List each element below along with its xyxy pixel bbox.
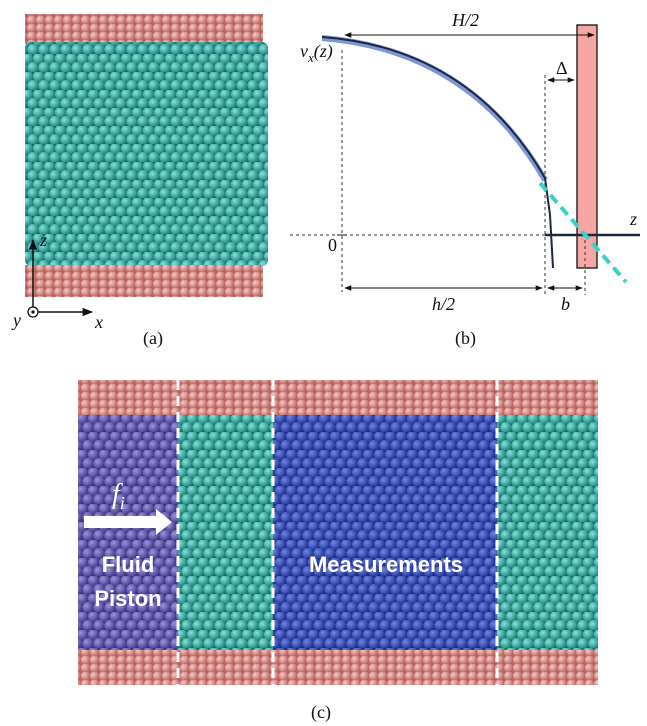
panel-c: fi Fluid Piston Measurements (c) [78,380,598,723]
figure: z y x (a) H/2 vx(z) Δ 0 z h/2 b (b) [0,0,647,726]
panel-b: H/2 vx(z) Δ 0 z h/2 b (b) [290,10,640,349]
symbol: v [300,41,308,61]
wall [577,25,597,268]
axis-label: z [39,230,47,250]
velocity-label: vx(z) [300,41,333,65]
panel-a: z y x (a) [11,14,268,349]
dimension-label: h/2 [432,294,455,314]
velocity-profile [322,38,545,180]
dimension-label: Δ [556,58,568,78]
region-label: Measurements [309,552,463,577]
wall-top [25,14,263,44]
region-label: Piston [94,586,161,611]
wall-bottom [25,265,263,297]
wall-top [78,380,598,415]
panel-label: (c) [311,702,331,723]
wall-bottom [78,650,598,685]
axis-label: z [629,209,637,229]
subscript: i [120,493,125,513]
panel-label: (a) [143,328,163,349]
region-label: Fluid [102,552,155,577]
y-axis-dot [31,310,34,313]
fluid [25,42,268,266]
dimension-label: H/2 [451,10,479,30]
panel-label: (b) [455,328,476,349]
measurement-region [273,382,497,652]
axis-label: x [94,312,103,332]
fluid-region [497,382,598,652]
dimension-label: b [561,294,570,314]
argument: (z) [314,41,333,62]
axis-label: y [11,310,21,330]
origin-label: 0 [328,235,337,255]
fluid-region [178,382,273,652]
